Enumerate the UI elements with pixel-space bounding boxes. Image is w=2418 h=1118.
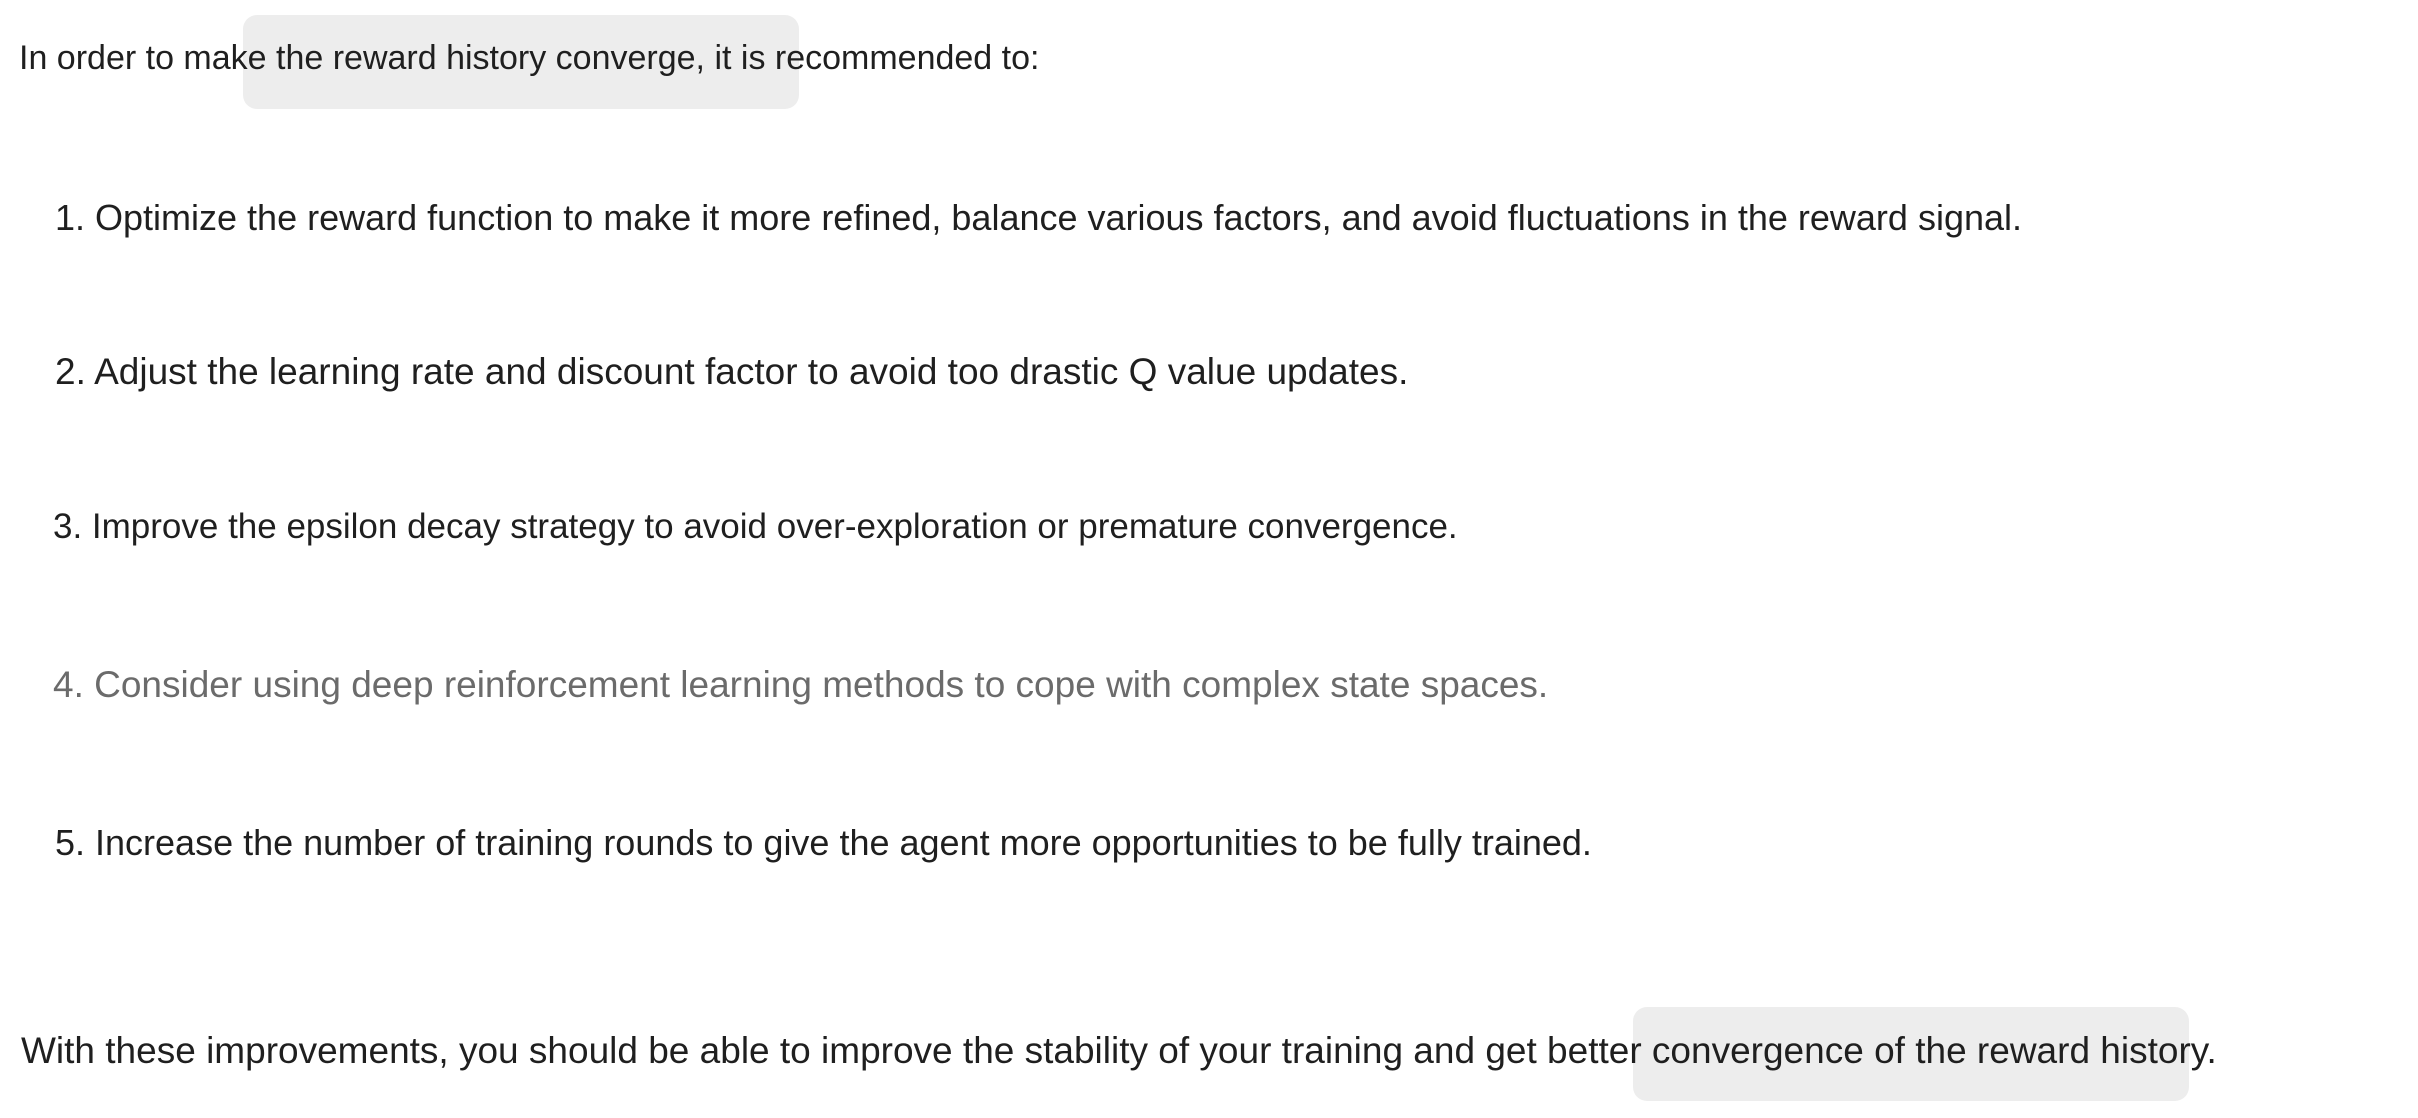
conclusion-paragraph: With these improvements, you should be a…	[21, 1030, 2217, 1071]
list-item: 4. Consider using deep reinforcement lea…	[53, 664, 1549, 705]
text-highlight-overlay	[243, 15, 799, 109]
list-item: 1. Optimize the reward function to make …	[55, 197, 2023, 238]
list-item: 5. Increase the number of training round…	[55, 822, 1592, 863]
list-item: 3. Improve the epsilon decay strategy to…	[53, 507, 1458, 546]
intro-paragraph: In order to make the reward history conv…	[19, 39, 1040, 77]
text-highlight-overlay	[1633, 1007, 2189, 1101]
list-item: 2. Adjust the learning rate and discount…	[55, 351, 1409, 392]
